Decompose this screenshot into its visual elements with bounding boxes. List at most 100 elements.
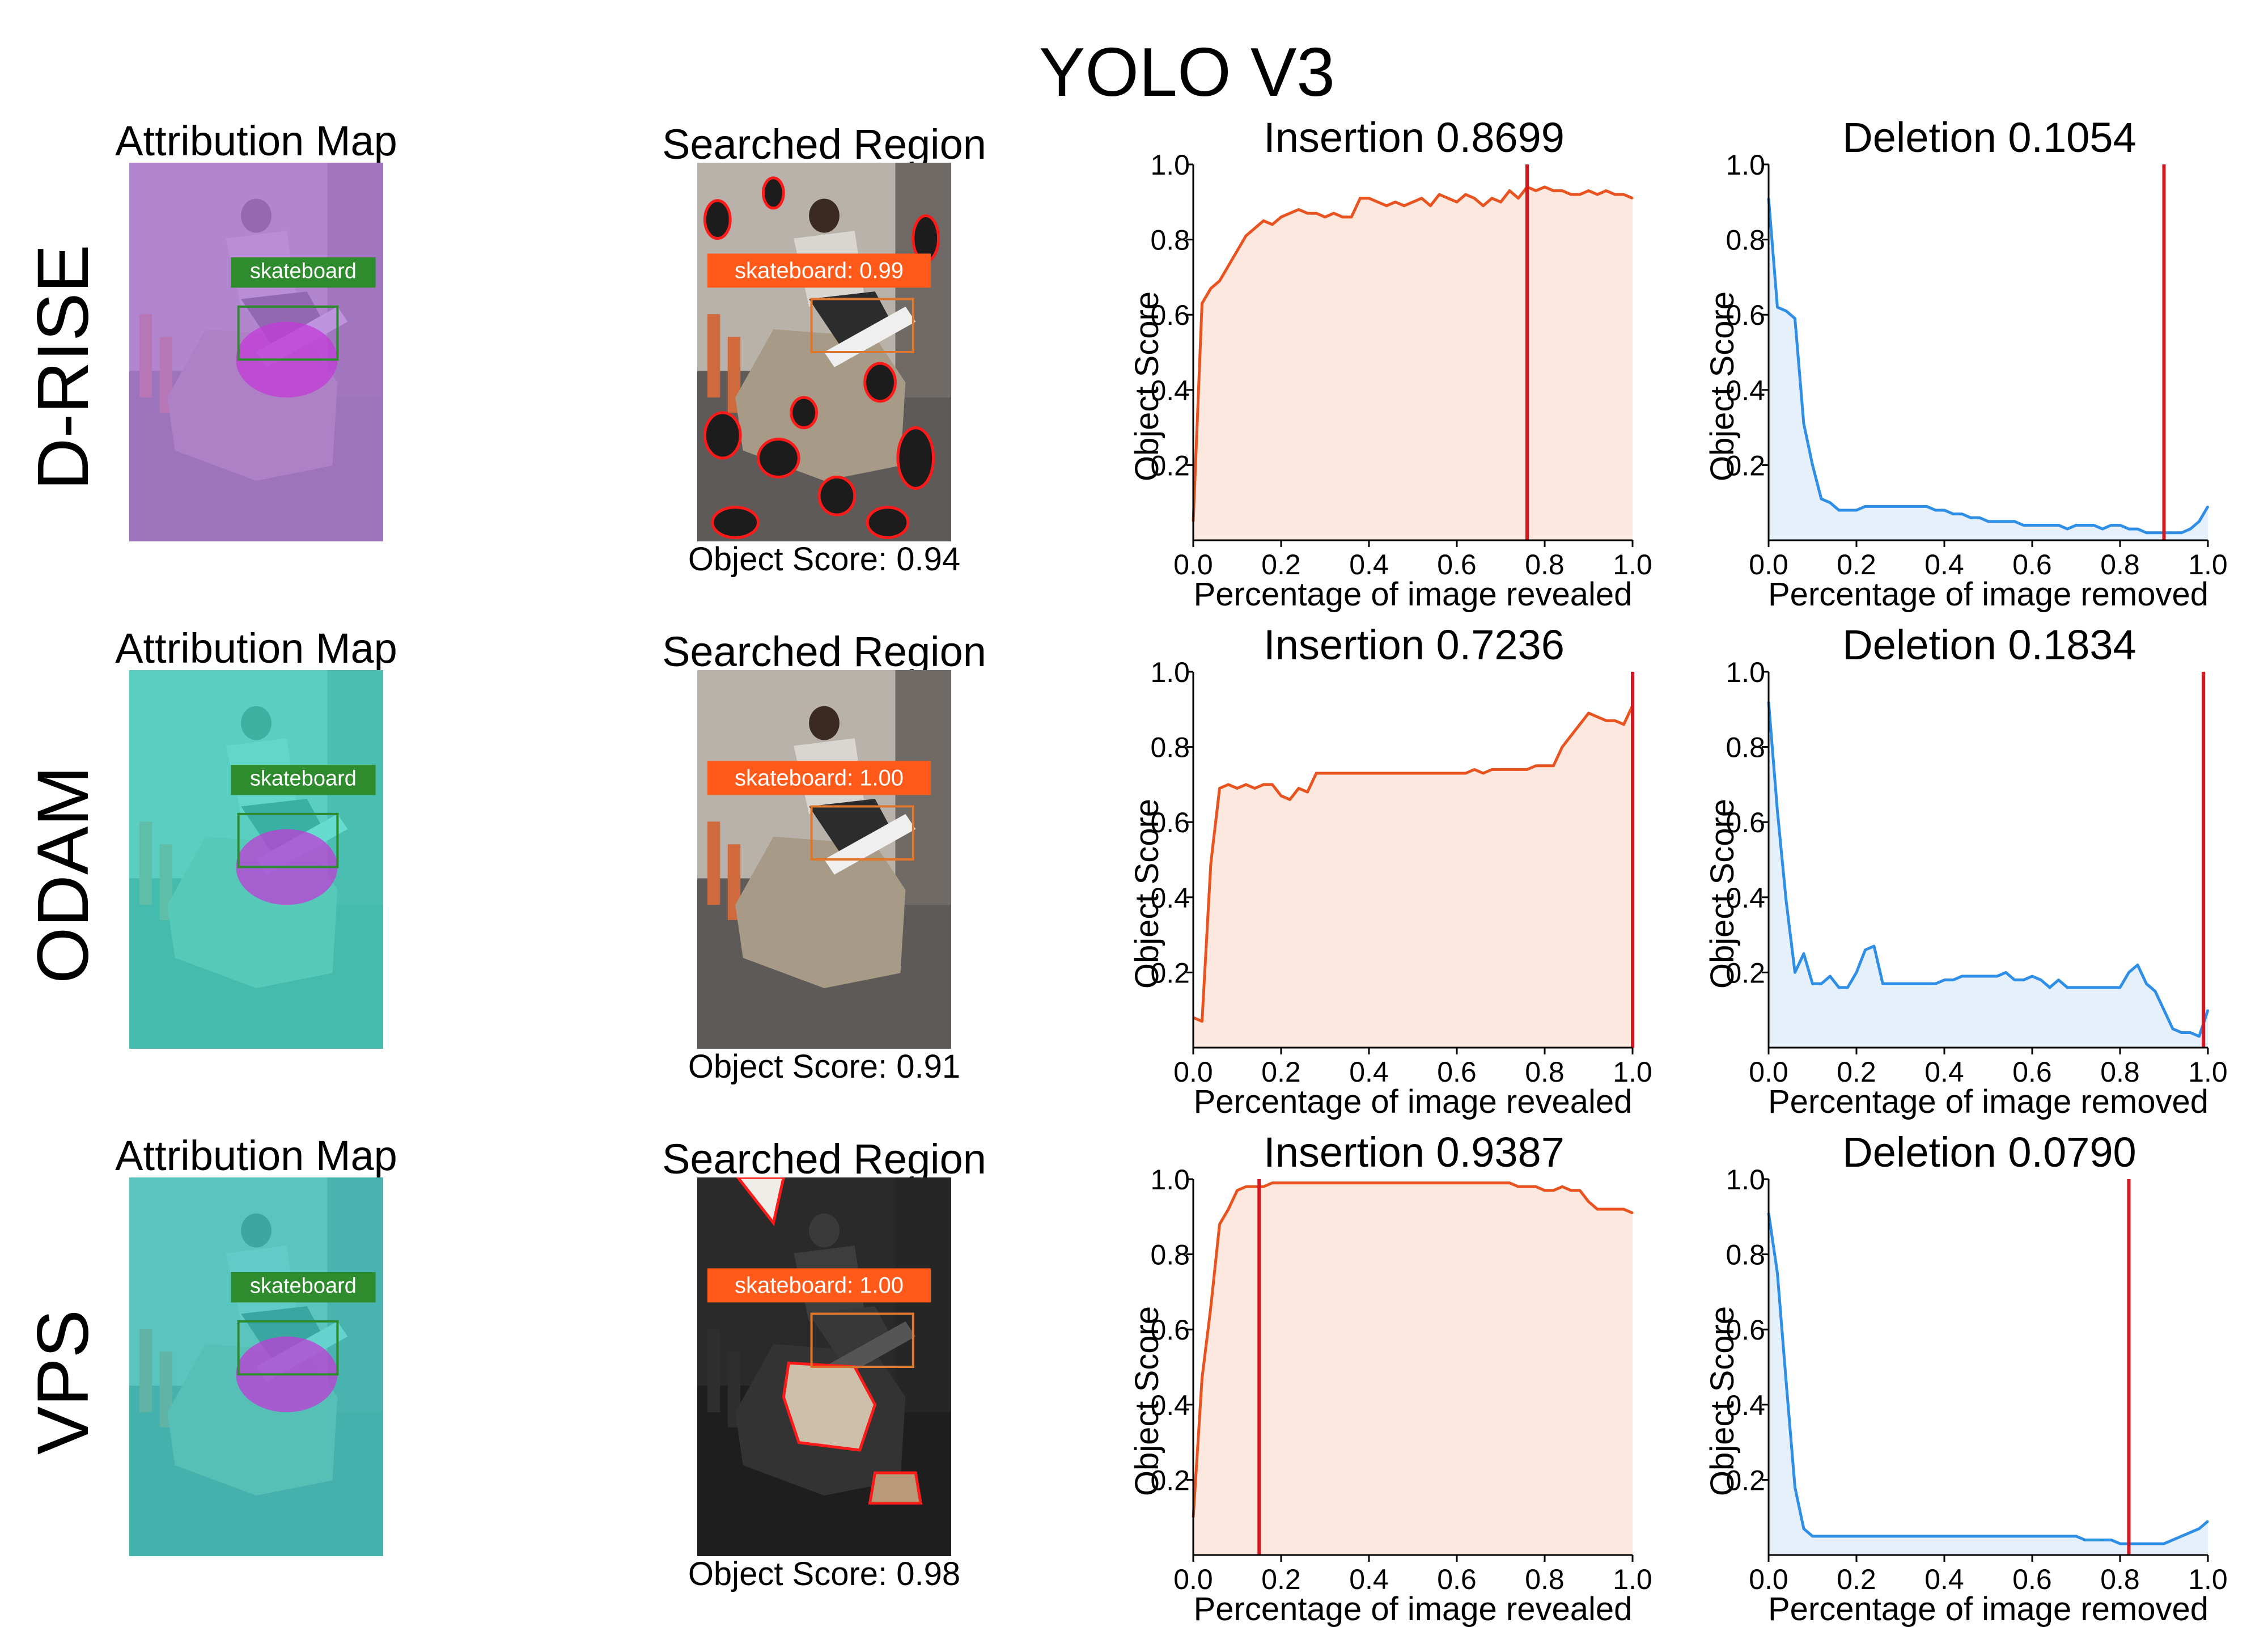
data-point: [1210, 1306, 1212, 1308]
y-tick-label: 0.2: [1726, 1464, 1765, 1496]
y-tick-label: 0.6: [1726, 807, 1765, 838]
data-point: [1623, 193, 1625, 196]
data-point: [1500, 201, 1502, 203]
data-point: [1596, 193, 1599, 196]
data-point: [2084, 986, 2086, 989]
y-tick-label: 0.2: [1150, 957, 1190, 989]
data-point: [2040, 524, 2042, 526]
data-point: [1526, 1185, 1528, 1188]
data-point: [1943, 1535, 1945, 1537]
data-point: [1350, 772, 1353, 774]
x-tick-label: 0.6: [1437, 549, 1477, 581]
y-tick-label: 0.4: [1726, 1389, 1765, 1421]
data-point: [1890, 505, 1893, 507]
y-axis-label: Object Score: [1129, 291, 1165, 481]
data-point: [1324, 216, 1326, 218]
searched-region-image: skateboard: 0.99: [697, 163, 951, 541]
data-point: [1421, 772, 1423, 774]
data-point: [1900, 505, 1901, 507]
traffic-cone: [707, 1329, 720, 1413]
detection-box: [237, 305, 339, 361]
data-point: [1570, 193, 1572, 196]
data-point: [1996, 1535, 1998, 1537]
y-tick-label: 0.8: [1150, 732, 1190, 764]
data-point: [1803, 952, 1805, 955]
data-point: [1544, 1189, 1546, 1192]
data-point: [1508, 1182, 1511, 1184]
data-point: [1561, 1185, 1563, 1188]
data-point: [2049, 524, 2051, 526]
data-point: [1473, 1182, 1476, 1184]
chart-title: Insertion 0.9387: [1264, 1129, 1565, 1176]
data-point: [1482, 205, 1484, 207]
data-point: [1820, 1535, 1822, 1537]
data-point: [1917, 1535, 1919, 1537]
skater-head: [809, 198, 840, 233]
y-tick-label: 0.8: [1726, 224, 1765, 256]
data-point: [1605, 189, 1607, 192]
masked-region: [757, 438, 800, 478]
data-point: [2181, 1031, 2182, 1033]
x-tick-label: 0.6: [1437, 1056, 1477, 1088]
data-point: [1952, 1535, 1954, 1537]
y-tick-label: 0.2: [1150, 450, 1190, 481]
data-point: [2101, 986, 2104, 989]
chart-4: Deletion 0.1834 0.0 0.2 0.4 0.6 0.8 1.0 0.2 0.4 0…: [1704, 621, 2228, 1120]
data-point: [2154, 1543, 2156, 1545]
data-point: [2093, 986, 2095, 989]
data-point: [1491, 1182, 1493, 1184]
skater-head: [809, 1213, 840, 1248]
x-tick-label: 0.0: [1749, 1564, 1788, 1595]
data-point: [2075, 1535, 2077, 1537]
data-point: [1623, 1208, 1625, 1210]
x-axis-label: Percentage of image removed: [1768, 1083, 2208, 1120]
data-point: [2119, 986, 2121, 989]
data-point: [1777, 810, 1778, 812]
data-point: [1324, 772, 1326, 774]
y-axis-label: Object Score: [1129, 799, 1165, 989]
data-point: [1588, 189, 1589, 192]
data-point: [1342, 1182, 1343, 1184]
x-tick-label: 1.0: [1613, 1056, 1652, 1088]
data-point: [1812, 464, 1813, 466]
x-tick-label: 0.4: [1924, 549, 1964, 581]
data-point: [1970, 1535, 1972, 1537]
data-point: [1553, 765, 1554, 767]
chart-title: Deletion 0.1834: [1842, 621, 2136, 668]
data-point: [1227, 783, 1230, 786]
row-label-vps: VPS: [23, 1309, 104, 1455]
y-tick-label: 0.8: [1726, 732, 1765, 764]
object-score-caption: Object Score: 0.98: [688, 1556, 961, 1592]
traffic-cone: [727, 1351, 741, 1427]
data-point: [1508, 768, 1511, 770]
data-point: [1315, 212, 1317, 214]
data-point: [1882, 1535, 1884, 1537]
x-axis-label: Percentage of image revealed: [1194, 1083, 1633, 1120]
masked-region: [790, 396, 819, 430]
data-point: [1847, 986, 1849, 989]
data-point: [1289, 212, 1291, 214]
data-point: [1517, 768, 1519, 770]
x-tick-label: 1.0: [2188, 549, 2228, 581]
data-point: [1588, 1201, 1589, 1203]
y-tick-label: 1.0: [1726, 1164, 1765, 1196]
data-point: [1631, 1212, 1634, 1214]
revealed-region: [736, 1177, 785, 1226]
detection-box: [810, 805, 914, 861]
data-point: [2128, 971, 2130, 973]
data-point: [1882, 505, 1884, 507]
data-point: [1926, 505, 1928, 507]
data-point: [1298, 1182, 1300, 1184]
searched-region-title: Searched Region: [662, 628, 986, 675]
data-point: [1794, 317, 1796, 320]
detection-label: skateboard: 1.00: [735, 766, 904, 791]
data-point: [1447, 772, 1449, 774]
data-point: [1803, 422, 1805, 425]
data-point: [1219, 1223, 1220, 1226]
x-tick-label: 0.8: [2100, 1564, 2140, 1595]
detection-label: skateboard: [250, 767, 357, 791]
data-point: [1377, 201, 1379, 203]
data-point: [2005, 520, 2007, 523]
data-point: [1882, 982, 1884, 985]
data-point: [1864, 949, 1866, 951]
